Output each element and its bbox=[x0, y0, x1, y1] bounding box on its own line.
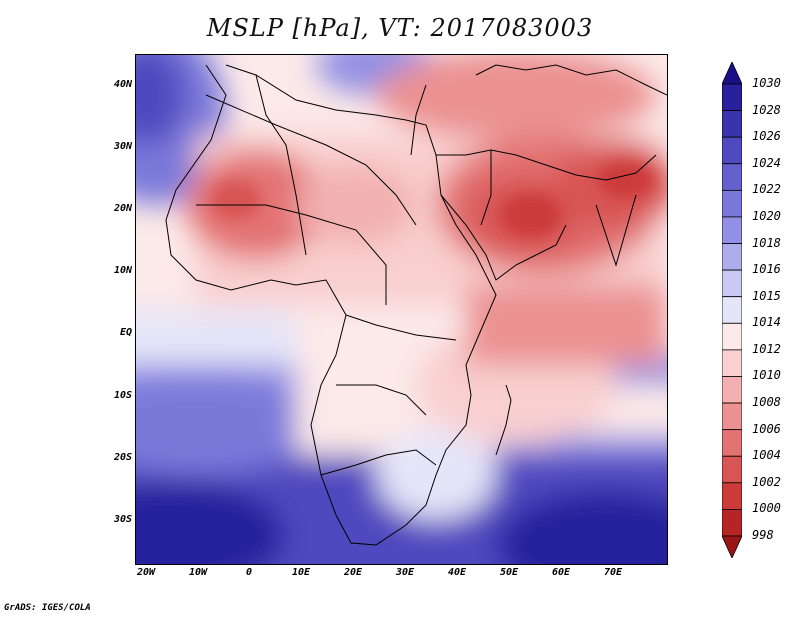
legend-swatch bbox=[721, 402, 743, 431]
legend-level-label: 1012 bbox=[752, 341, 781, 356]
map-title: MSLP [hPa], VT: 2017083003 bbox=[206, 14, 594, 42]
lon-label: 20E bbox=[343, 567, 363, 578]
legend-swatch bbox=[721, 429, 743, 457]
legend-level-label: 1024 bbox=[752, 155, 781, 170]
pressure-map bbox=[135, 54, 668, 565]
legend-swatch bbox=[721, 296, 743, 324]
legend-swatch bbox=[721, 110, 743, 138]
legend-level-label: 998 bbox=[752, 528, 774, 542]
legend-level-label: 1022 bbox=[752, 182, 781, 197]
lat-label: 40N bbox=[113, 79, 132, 90]
lat-label: 30S bbox=[113, 514, 132, 525]
legend-level-label: 1020 bbox=[752, 208, 781, 223]
lon-label: 10W bbox=[188, 567, 208, 578]
lat-label: 20N bbox=[113, 203, 132, 214]
lat-label: 10N bbox=[113, 265, 132, 276]
lon-label: 20W bbox=[136, 567, 156, 578]
legend-level-label: 1010 bbox=[752, 368, 781, 383]
lon-label: 10E bbox=[291, 567, 311, 578]
lat-label: 30N bbox=[113, 141, 132, 152]
legend-swatch bbox=[721, 376, 743, 404]
legend-swatch bbox=[721, 243, 743, 271]
coastline bbox=[165, 64, 667, 546]
grads-credit: GrADS: IGES/COLA bbox=[4, 603, 91, 613]
legend-swatch bbox=[721, 322, 743, 351]
legend-level-label: 1030 bbox=[752, 76, 781, 90]
legend-swatch bbox=[721, 349, 743, 377]
lon-label: 30E bbox=[395, 567, 415, 578]
color-legend-bar bbox=[721, 61, 743, 559]
legend-swatch bbox=[721, 163, 743, 191]
lon-label: 60E bbox=[551, 567, 571, 578]
legend-level-label: 1006 bbox=[752, 421, 781, 436]
mslp-field bbox=[136, 55, 667, 564]
legend-level-label: 1018 bbox=[752, 235, 781, 250]
color-legend bbox=[721, 61, 743, 559]
legend-swatch bbox=[721, 509, 743, 537]
legend-level-label: 1008 bbox=[752, 395, 781, 410]
legend-level-label: 1000 bbox=[752, 501, 781, 516]
legend-level-label: 1015 bbox=[752, 288, 781, 303]
legend-arrow-bottom bbox=[721, 535, 743, 559]
legend-level-label: 1016 bbox=[752, 262, 781, 277]
legend-swatch bbox=[721, 455, 743, 484]
legend-level-label: 1028 bbox=[752, 102, 781, 117]
legend-level-label: 1004 bbox=[752, 448, 781, 463]
legend-swatch bbox=[721, 136, 743, 165]
lat-label: 10S bbox=[113, 390, 132, 401]
lon-label: 40E bbox=[447, 567, 467, 578]
lon-label: 0 bbox=[245, 567, 253, 578]
legend-level-label: 1026 bbox=[752, 129, 781, 144]
lat-label: 20S bbox=[113, 452, 132, 463]
legend-level-label: 1002 bbox=[752, 474, 781, 489]
lon-label: 50E bbox=[499, 567, 519, 578]
legend-swatch bbox=[721, 83, 743, 111]
legend-swatch bbox=[721, 216, 743, 244]
lat-label: EQ bbox=[119, 327, 132, 338]
lon-label: 70E bbox=[603, 567, 623, 578]
legend-arrow-top bbox=[721, 61, 743, 85]
legend-level-label: 1014 bbox=[752, 315, 781, 330]
legend-swatch bbox=[721, 189, 743, 218]
legend-swatch bbox=[721, 482, 743, 510]
legend-swatch bbox=[721, 269, 743, 298]
